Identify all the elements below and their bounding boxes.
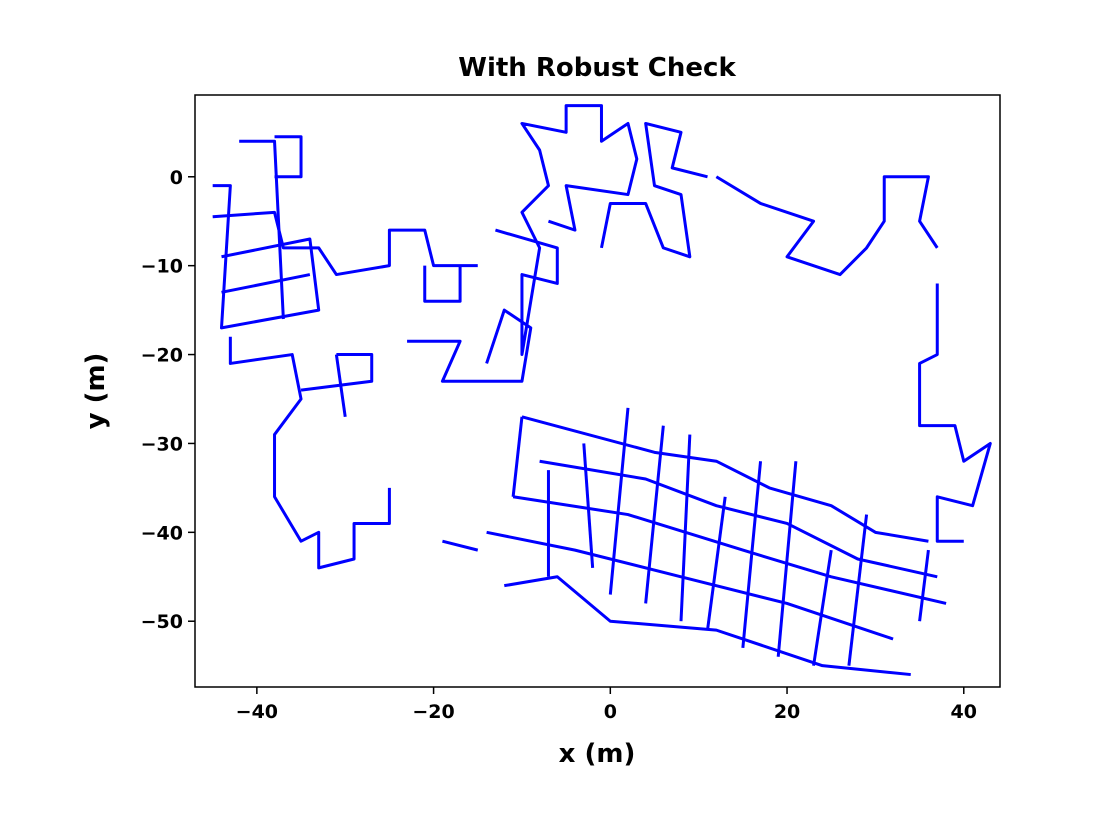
trajectory-line <box>539 459 938 579</box>
trajectory-line <box>511 416 524 497</box>
trajectory-line <box>334 354 347 417</box>
trajectory-line <box>442 539 479 552</box>
trajectory-line <box>504 575 911 677</box>
trajectory-line <box>300 353 374 392</box>
trajectory-line <box>715 175 939 277</box>
trajectory-line <box>918 549 930 622</box>
trajectory-line <box>274 135 303 179</box>
trajectory-line <box>521 415 929 543</box>
trajectory-line <box>608 407 630 595</box>
trajectory-line <box>423 265 462 303</box>
trajectory-line <box>582 443 595 568</box>
trajectory-line <box>812 549 833 666</box>
x-axis-label: x (m) <box>559 739 636 769</box>
trajectory-line <box>212 210 478 277</box>
y-axis-label: y (m) <box>81 353 111 430</box>
trajectory-line <box>600 121 708 259</box>
y-tick-label: 0 <box>170 167 183 189</box>
trajectory-line <box>741 461 763 649</box>
y-tick-label: −10 <box>141 256 183 278</box>
trajectory-line <box>776 461 798 657</box>
x-tick-label: 20 <box>774 701 800 723</box>
x-tick-label: 0 <box>604 701 617 723</box>
trajectory-line <box>228 336 391 570</box>
y-tick-label: −50 <box>141 611 183 633</box>
trajectory-line <box>847 514 869 666</box>
x-tick-label: −20 <box>412 701 454 723</box>
trajectory-line <box>644 425 665 604</box>
y-tick-label: −40 <box>141 522 183 544</box>
trajectory-line <box>495 104 639 357</box>
chart-title: With Robust Check <box>458 53 736 83</box>
trajectory-line <box>221 273 311 294</box>
x-tick-label: −40 <box>236 701 278 723</box>
trajectory-line <box>239 139 285 320</box>
trajectory-line <box>706 496 727 631</box>
plot-frame <box>194 94 1001 688</box>
x-tick-label: 40 <box>951 701 977 723</box>
trajectory-line <box>679 434 692 622</box>
y-tick-label: −30 <box>141 433 183 455</box>
y-tick-label: −20 <box>141 345 183 367</box>
trajectory-line <box>407 308 533 383</box>
trajectory-line <box>212 184 321 330</box>
trajectory-line <box>918 283 992 543</box>
